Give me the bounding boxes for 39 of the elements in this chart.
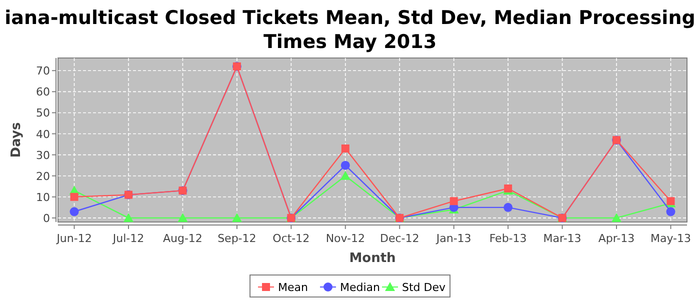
point	[341, 144, 350, 152]
x-tick-label: May-13	[650, 232, 691, 245]
y-tick-label: 50	[36, 106, 50, 120]
x-tick-label: Aug-12	[162, 232, 202, 245]
point	[612, 212, 622, 222]
point	[450, 197, 458, 206]
y-tick-label: 10	[36, 190, 50, 204]
point	[666, 207, 676, 216]
x-tick-label: Feb-13	[489, 232, 527, 245]
point	[340, 160, 350, 170]
x-tick-label: Sep-12	[218, 232, 256, 245]
x-tick-label: Apr-13	[598, 232, 635, 245]
x-tick-label: Oct-12	[272, 232, 310, 245]
legend-label: Mean	[278, 281, 308, 294]
x-tick-label: Mar-13	[543, 232, 582, 245]
x-tick-label: Nov-12	[326, 232, 365, 245]
point	[178, 212, 188, 222]
point	[504, 184, 512, 192]
x-tick-label: Jun-12	[56, 232, 92, 245]
point	[70, 207, 79, 216]
legend-label: Std Dev	[402, 281, 446, 294]
point	[70, 192, 78, 201]
y-tick-label: 0	[43, 212, 50, 225]
chart-title: iana-multicast Closed Tickets Mean, Std Dev, Median Processing Times May 2013	[4, 7, 696, 53]
x-tick-label: Dec-12	[380, 232, 420, 245]
y-tick-label: 40	[36, 128, 50, 141]
x-tick-label: Jan-13	[435, 232, 472, 245]
point	[504, 202, 513, 212]
y-tick-label: 70	[36, 64, 50, 78]
x-tick-label: Jul-12	[112, 232, 144, 245]
y-tick-label: 60	[36, 86, 50, 99]
y-tick-label: 30	[36, 148, 50, 162]
point	[340, 170, 350, 180]
y-axis-title: Days	[9, 122, 24, 158]
x-axis-title: Month	[349, 251, 396, 266]
y-tick-label: 20	[36, 170, 50, 183]
point	[123, 212, 134, 222]
legend-label: Median	[340, 281, 380, 294]
point	[232, 212, 242, 222]
